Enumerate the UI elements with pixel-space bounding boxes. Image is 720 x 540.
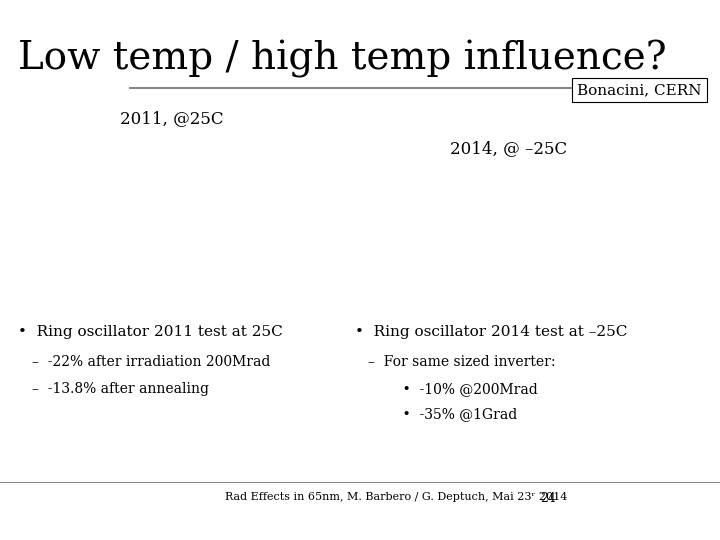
Text: –  -22% after irradiation 200Mrad: – -22% after irradiation 200Mrad — [32, 355, 271, 369]
Text: Rad Effects in 65nm, M. Barbero / G. Deptuch, Mai 23ʳ 2014: Rad Effects in 65nm, M. Barbero / G. Dep… — [225, 492, 567, 502]
Text: •  -10% @200Mrad: • -10% @200Mrad — [385, 382, 538, 396]
Text: –  -13.8% after annealing: – -13.8% after annealing — [32, 382, 209, 396]
Text: Low temp / high temp influence?: Low temp / high temp influence? — [18, 40, 667, 78]
Text: •  Ring oscillator 2014 test at –25C: • Ring oscillator 2014 test at –25C — [355, 325, 627, 339]
Text: Bonacini, CERN: Bonacini, CERN — [577, 83, 701, 97]
Text: 2011, @25C: 2011, @25C — [120, 110, 223, 127]
Text: •  Ring oscillator 2011 test at 25C: • Ring oscillator 2011 test at 25C — [18, 325, 283, 339]
Text: 2014, @ –25C: 2014, @ –25C — [450, 140, 567, 157]
Text: •  -35% @1Grad: • -35% @1Grad — [385, 407, 517, 421]
Text: 24: 24 — [540, 492, 556, 505]
Text: –  For same sized inverter:: – For same sized inverter: — [368, 355, 556, 369]
